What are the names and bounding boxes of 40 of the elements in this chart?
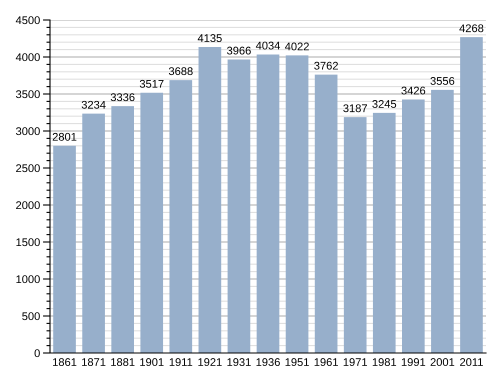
y-tick-label: 1000 [16,275,40,284]
x-tick-label: 1981 [372,358,396,366]
data-label: 3966 [227,46,251,55]
y-tick-label: 0 [34,349,40,358]
data-label: 3245 [372,100,396,108]
data-label: 4135 [198,34,222,42]
x-tick-label: 1911 [170,358,192,366]
data-label: 3688 [168,67,193,76]
data-label: 3187 [343,104,367,112]
data-label: 4034 [256,42,280,50]
x-tick-label: 1936 [256,358,280,366]
y-tick-label: 2500 [16,164,40,172]
x-tick-label: 1961 [314,358,338,366]
x-tick-label: 2001 [430,358,454,366]
x-tick-label: 2011 [460,358,483,366]
data-label: 3517 [140,80,164,88]
y-tick-label: 2000 [16,201,40,210]
x-tick-label: 1861 [53,358,76,366]
y-tick-label: 1500 [16,238,40,246]
y-tick-label: 4500 [16,16,40,24]
x-tick-label: 1921 [198,358,222,366]
x-tick-label: 1991 [402,358,426,366]
data-label: 3426 [401,86,426,94]
data-label: 3234 [82,100,106,109]
x-tick-label: 1931 [227,358,251,366]
x-tick-label: 1971 [344,358,368,366]
x-tick-label: 1881 [111,358,134,366]
y-tick-label: 4000 [16,53,40,62]
x-tick-label: 1951 [286,358,309,366]
x-tick-label: 1871 [82,358,106,366]
x-tick-label: 1901 [140,358,164,366]
data-label: 4268 [459,24,484,32]
data-label: 3762 [314,62,338,70]
data-label: 3556 [430,77,454,85]
y-tick-label: 3500 [16,90,40,98]
data-label: 4022 [284,42,309,50]
y-tick-label: 3000 [16,127,40,136]
data-label: 2801 [52,132,76,141]
y-tick-label: 500 [22,312,40,320]
data-label: 3336 [110,93,135,102]
